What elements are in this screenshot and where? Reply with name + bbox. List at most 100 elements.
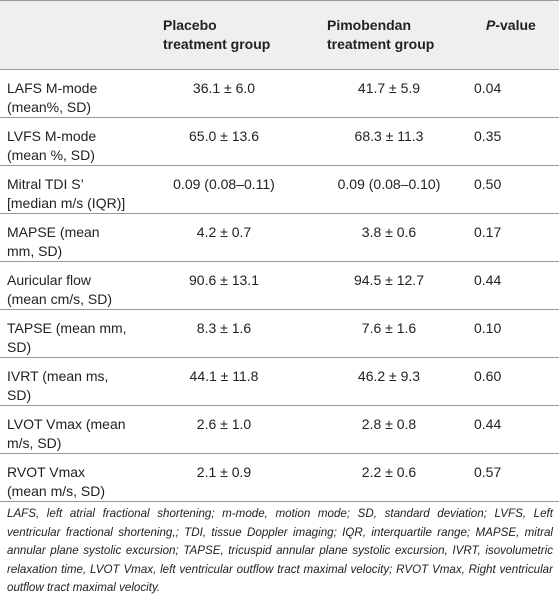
row-label-line: TAPSE (mean mm, (7, 320, 127, 336)
cell-value: 68.3 ± 11.3 (354, 128, 424, 144)
table-cell: 46.2 ± 9.3 (314, 357, 474, 406)
table-cell: 0.09 (0.08–0.11) (152, 165, 314, 214)
table-cell: 8.3 ± 1.6 (152, 309, 314, 358)
table-cell: 0.44 (474, 261, 559, 310)
header-cell (0, 0, 152, 70)
table-row: Mitral TDI S’ [median m/s (IQR)] 0.09 (0.0… (0, 165, 559, 214)
table-cell: 7.6 ± 1.6 (314, 309, 474, 358)
header-line: treatment group (327, 36, 435, 52)
row-label-line: Mitral TDI S’ (7, 176, 84, 192)
row-label-line: IVRT (mean ms, (7, 368, 109, 384)
table-cell: MAPSE (mean mm, SD) (0, 213, 152, 262)
row-label-line: (mean cm/s, SD) (7, 291, 113, 307)
table-row: MAPSE (mean mm, SD) 4.2 ± 0.7 3.8 ± 0.6 0.17 (0, 213, 559, 262)
p-value: 0.44 (474, 272, 502, 288)
table-cell: 0.04 (474, 69, 559, 118)
cell-value: 65.0 ± 13.6 (189, 128, 259, 144)
cell-value: 0.09 (0.08–0.11) (173, 176, 275, 192)
row-label-line: LVOT Vmax (mean (7, 416, 126, 432)
header-cell: P-value (474, 0, 559, 70)
header-text: -value (495, 17, 536, 33)
row-label-line: SD) (7, 339, 32, 355)
table-row: LVOT Vmax (mean m/s, SD) 2.6 ± 1.0 2.8 ± 0.… (0, 405, 559, 454)
table-cell: LVOT Vmax (mean m/s, SD) (0, 405, 152, 454)
table-cell: 94.5 ± 12.7 (314, 261, 474, 310)
cell-value: 8.3 ± 1.6 (196, 320, 252, 336)
cell-value: 7.6 ± 1.6 (361, 320, 417, 336)
row-label-line: LVFS M-mode (7, 128, 97, 144)
row-label-line: (mean %, SD) (7, 147, 95, 163)
p-value: 0.50 (474, 176, 502, 192)
header-line: treatment group (163, 36, 271, 52)
row-label-line: MAPSE (mean (7, 224, 100, 240)
row-label-line: [median m/s (IQR)] (7, 195, 126, 211)
table-cell: 0.09 (0.08–0.10) (314, 165, 474, 214)
table-cell: 44.1 ± 11.8 (152, 357, 314, 406)
row-label-line: m/s, SD) (7, 435, 62, 451)
row-label-line: LAFS M-mode (7, 80, 98, 96)
p-value: 0.35 (474, 128, 502, 144)
p-value: 0.44 (474, 416, 502, 432)
cell-value: 3.8 ± 0.6 (361, 224, 417, 240)
table-cell: 0.35 (474, 117, 559, 166)
p-value: 0.17 (474, 224, 502, 240)
row-label-line: (mean m/s, SD) (7, 483, 106, 499)
row-label-line: Auricular flow (7, 272, 92, 288)
header-row: Placebo treatment group Pimobendan treatmen… (0, 0, 559, 70)
cell-value: 2.1 ± 0.9 (196, 464, 252, 480)
p-value: 0.57 (474, 464, 502, 480)
cell-value: 2.6 ± 1.0 (196, 416, 252, 432)
table-cell: Auricular flow (mean cm/s, SD) (0, 261, 152, 310)
cell-value: 2.8 ± 0.8 (361, 416, 417, 432)
footnote: LAFS, left atrial fractional shortening;… (7, 507, 553, 594)
row-label-line: SD) (7, 387, 32, 403)
table-cell: 3.8 ± 0.6 (314, 213, 474, 262)
row-label-line: RVOT Vmax (7, 464, 86, 480)
data-table: Placebo treatment group Pimobendan treatmen… (0, 0, 559, 502)
table-cell: 36.1 ± 6.0 (152, 69, 314, 118)
table-cell: 90.6 ± 13.1 (152, 261, 314, 310)
table-cell: 0.57 (474, 453, 559, 502)
cell-value: 4.2 ± 0.7 (196, 224, 252, 240)
table-cell: 68.3 ± 11.3 (314, 117, 474, 166)
table-row: TAPSE (mean mm, SD) 8.3 ± 1.6 7.6 ± 1.6 0.10 (0, 309, 559, 358)
header-italic: P (486, 17, 496, 33)
table-cell: TAPSE (mean mm, SD) (0, 309, 152, 358)
table-cell: 2.6 ± 1.0 (152, 405, 314, 454)
cell-value: 36.1 ± 6.0 (192, 80, 256, 96)
table-cell: 0.50 (474, 165, 559, 214)
table-cell: 0.17 (474, 213, 559, 262)
p-value: 0.04 (474, 80, 502, 96)
header-cell: Pimobendan treatment group (314, 0, 474, 70)
table-cell: 65.0 ± 13.6 (152, 117, 314, 166)
cell-value: 44.1 ± 11.8 (189, 368, 259, 384)
table-cell: IVRT (mean ms, SD) (0, 357, 152, 406)
table-cell: RVOT Vmax (mean m/s, SD) (0, 453, 152, 502)
cell-value: 2.2 ± 0.6 (361, 464, 417, 480)
table-row: LVFS M-mode (mean %, SD) 65.0 ± 13.6 68.3 ±… (0, 117, 559, 166)
row-label-line: mm, SD) (7, 243, 63, 259)
p-value: 0.10 (474, 320, 502, 336)
table-cell: LAFS M-mode (mean%, SD) (0, 69, 152, 118)
table-row: LAFS M-mode (mean%, SD) 36.1 ± 6.0 41.7 ± 5… (0, 69, 559, 118)
table-row: IVRT (mean ms, SD) 44.1 ± 11.8 46.2 ± 9.3 0.… (0, 357, 559, 406)
cell-value: 94.5 ± 12.7 (354, 272, 424, 288)
table-row: Auricular flow (mean cm/s, SD) 90.6 ± 13.1… (0, 261, 559, 310)
table-cell: LVFS M-mode (mean %, SD) (0, 117, 152, 166)
table-cell: 2.8 ± 0.8 (314, 405, 474, 454)
cell-value: 46.2 ± 9.3 (357, 368, 421, 384)
cell-value: 0.09 (0.08–0.10) (337, 176, 441, 192)
table-cell: 0.10 (474, 309, 559, 358)
cell-value: 90.6 ± 13.1 (189, 272, 259, 288)
p-value: 0.60 (474, 368, 502, 384)
row-label-line: (mean%, SD) (7, 99, 92, 115)
table-cell: 41.7 ± 5.9 (314, 69, 474, 118)
table-row: RVOT Vmax (mean m/s, SD) 2.1 ± 0.9 2.2 ± 0.… (0, 453, 559, 502)
table-cell: 2.2 ± 0.6 (314, 453, 474, 502)
table-cell: 2.1 ± 0.9 (152, 453, 314, 502)
table-cell: 0.60 (474, 357, 559, 406)
table-cell: 4.2 ± 0.7 (152, 213, 314, 262)
header-cell: Placebo treatment group (152, 0, 314, 70)
header-line: Pimobendan (327, 17, 412, 33)
